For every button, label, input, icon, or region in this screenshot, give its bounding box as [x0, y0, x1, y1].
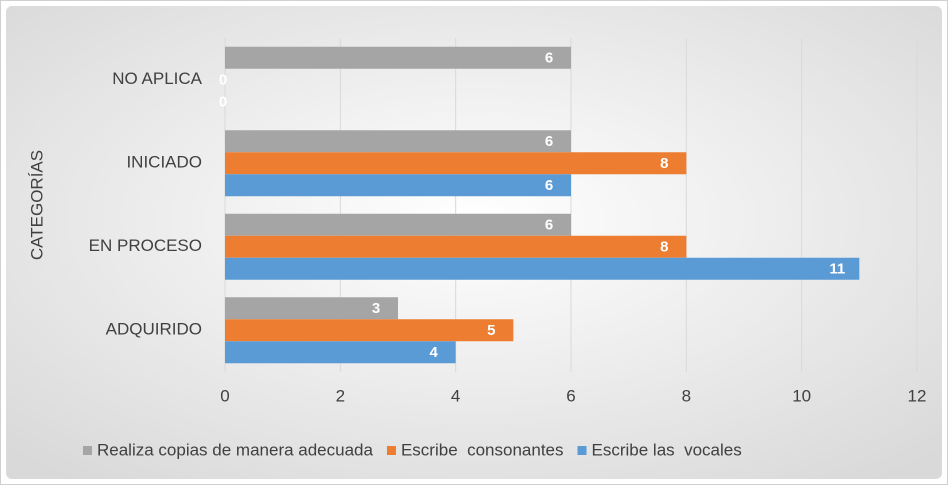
legend-label: Realiza copias de manera adecuada: [97, 440, 374, 459]
x-tick-label: 8: [682, 386, 691, 405]
y-tick-label: ADQUIRIDO: [106, 320, 202, 339]
bar: [225, 174, 571, 197]
data-label: 0: [219, 72, 227, 89]
data-label: 4: [429, 344, 438, 361]
data-label: 6: [545, 133, 553, 150]
data-label: 8: [660, 155, 668, 172]
data-label: 3: [372, 300, 380, 317]
bar: [225, 213, 571, 236]
bar: [225, 257, 860, 280]
x-tick-label: 4: [451, 386, 460, 405]
data-label: 0: [219, 94, 227, 111]
x-tick-label: 12: [908, 386, 927, 405]
y-tick-label: INICIADO: [126, 153, 202, 172]
legend-swatch: [83, 446, 92, 455]
bar: [225, 297, 398, 320]
legend-label: Escribe las vocales: [592, 440, 742, 459]
data-label: 6: [545, 217, 553, 234]
data-label: 8: [660, 239, 668, 256]
data-label: 11: [829, 261, 845, 278]
x-tick-label: 2: [336, 386, 345, 405]
legend-swatch: [577, 446, 587, 455]
data-label: 6: [545, 177, 553, 194]
bar: [225, 235, 687, 258]
bar: [225, 152, 687, 175]
x-tick-label: 10: [792, 386, 811, 405]
data-label: 5: [487, 322, 495, 339]
bar: [225, 130, 571, 153]
y-tick-label: EN PROCESO: [89, 236, 202, 255]
bar: [225, 341, 456, 364]
x-tick-label: 0: [220, 386, 229, 405]
bar: [225, 46, 571, 69]
y-tick-label: NO APLICA: [112, 69, 202, 88]
x-tick-label: 6: [566, 386, 575, 405]
legend-label: Escribe consonantes: [401, 440, 564, 459]
bar: [225, 319, 514, 342]
y-axis-title: CATEGORÍAS: [27, 150, 46, 260]
data-label: 6: [545, 50, 553, 67]
legend-swatch: [386, 446, 396, 455]
